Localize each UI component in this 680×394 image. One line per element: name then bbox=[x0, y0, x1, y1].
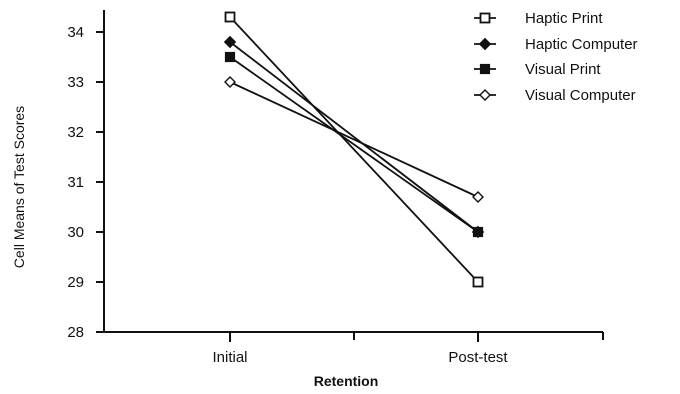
data-point bbox=[472, 191, 484, 203]
legend-label: Haptic Print bbox=[525, 10, 603, 27]
y-tick-label: 31 bbox=[67, 174, 84, 191]
y-tick-label: 28 bbox=[67, 324, 84, 341]
x-tick-label: Post-test bbox=[448, 349, 508, 366]
legend-label: Visual Print bbox=[525, 61, 601, 78]
data-point bbox=[224, 51, 236, 63]
series-lines bbox=[229, 16, 479, 283]
legend-item: Haptic Computer bbox=[474, 36, 638, 53]
legend-label: Haptic Computer bbox=[525, 36, 638, 53]
data-point bbox=[223, 35, 237, 49]
series-line bbox=[229, 16, 479, 283]
series-line bbox=[229, 81, 479, 198]
data-point bbox=[224, 11, 236, 23]
y-tick-label: 33 bbox=[67, 74, 84, 91]
legend-marker bbox=[479, 89, 491, 101]
y-ticks: 28 29 30 31 32 33 34 bbox=[67, 24, 104, 341]
y-tick-label: 29 bbox=[67, 274, 84, 291]
x-axis-title: Retention bbox=[314, 373, 379, 389]
data-point bbox=[224, 76, 236, 88]
x-ticks: Initial Post-test bbox=[212, 332, 604, 366]
data-point bbox=[472, 226, 484, 238]
series-line bbox=[229, 56, 479, 233]
legend-marker bbox=[479, 63, 491, 75]
legend-item: Visual Print bbox=[474, 61, 601, 78]
y-tick-label: 32 bbox=[67, 124, 84, 141]
legend: Haptic Print Haptic Computer Visual Print V… bbox=[474, 10, 638, 104]
data-point bbox=[472, 276, 484, 288]
y-axis-title: Cell Means of Test Scores bbox=[11, 106, 27, 268]
axes bbox=[103, 10, 603, 333]
legend-marker bbox=[478, 37, 492, 51]
y-tick-label: 34 bbox=[67, 24, 84, 41]
legend-label: Visual Computer bbox=[525, 87, 636, 104]
series-markers bbox=[223, 11, 485, 288]
x-tick-label: Initial bbox=[212, 349, 247, 366]
series-line bbox=[229, 41, 479, 233]
legend-item: Visual Computer bbox=[474, 87, 636, 104]
legend-item: Haptic Print bbox=[474, 10, 603, 27]
y-tick-label: 30 bbox=[67, 224, 84, 241]
legend-marker bbox=[479, 12, 491, 24]
